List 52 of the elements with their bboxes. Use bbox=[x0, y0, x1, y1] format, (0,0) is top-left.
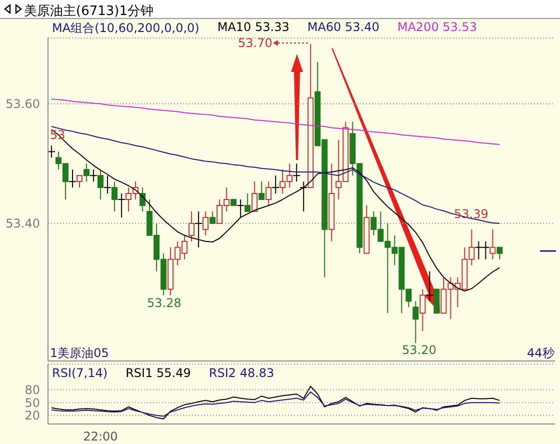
text: 44秒 bbox=[527, 345, 554, 362]
candlestick bbox=[496, 246, 503, 260]
candlestick bbox=[76, 175, 83, 188]
annotation: 53.39 bbox=[454, 207, 488, 221]
candlestick bbox=[195, 210, 202, 248]
candlestick bbox=[412, 300, 419, 344]
candlestick bbox=[420, 288, 426, 332]
candlestick bbox=[244, 193, 251, 212]
annotation: 1美原油05 bbox=[50, 345, 109, 362]
line-series bbox=[51, 126, 500, 224]
candlestick bbox=[84, 163, 90, 182]
text: MA10 53.33 bbox=[217, 20, 290, 36]
candlestick bbox=[202, 210, 209, 236]
y-tick-label: 53.40 bbox=[6, 216, 40, 231]
y-tick-label: 50 bbox=[24, 396, 40, 410]
series-label: RSI1 55.49 bbox=[126, 366, 191, 380]
text: MA200 53.53 bbox=[397, 20, 477, 36]
candlestick bbox=[266, 181, 272, 206]
line-series bbox=[51, 98, 500, 145]
text: MA60 53.40 bbox=[307, 20, 380, 36]
candlestick bbox=[104, 175, 112, 194]
candlestick bbox=[48, 145, 55, 158]
candlestick bbox=[188, 210, 195, 242]
annotation: 53.28 bbox=[147, 296, 182, 310]
candlestick bbox=[434, 288, 440, 314]
candlestick bbox=[90, 169, 98, 182]
candlestick bbox=[98, 169, 104, 200]
x-tick-label: 22:00 bbox=[83, 430, 118, 444]
candlestick bbox=[490, 228, 496, 260]
annotation: 53.70 bbox=[238, 36, 272, 50]
candlestick bbox=[112, 181, 118, 212]
candlestick bbox=[272, 175, 280, 194]
y-tick-label: 20 bbox=[24, 408, 40, 423]
annotation: 53.20 bbox=[402, 343, 436, 357]
chart-title: 美原油主(6713)1分钟 bbox=[24, 3, 154, 20]
candlestick bbox=[69, 169, 76, 188]
candlestick bbox=[118, 193, 126, 218]
candlestick bbox=[293, 163, 300, 182]
y-tick-label: 80 bbox=[24, 382, 40, 397]
y-tick-label: 53.60 bbox=[6, 97, 40, 112]
legend-title: MA组合(10,60,200,0,0,0) bbox=[52, 20, 200, 37]
candlestick bbox=[140, 187, 146, 212]
candlestick bbox=[210, 210, 216, 224]
legend-title: RSI(7,14) bbox=[52, 366, 108, 380]
candlestick bbox=[258, 181, 265, 200]
candlestick bbox=[252, 181, 258, 212]
candlestick bbox=[237, 199, 244, 218]
series-label: RSI2 48.83 bbox=[208, 366, 274, 380]
line-series bbox=[51, 391, 500, 417]
line-series bbox=[51, 386, 500, 420]
candlestick bbox=[426, 270, 434, 302]
line-series bbox=[51, 129, 500, 292]
